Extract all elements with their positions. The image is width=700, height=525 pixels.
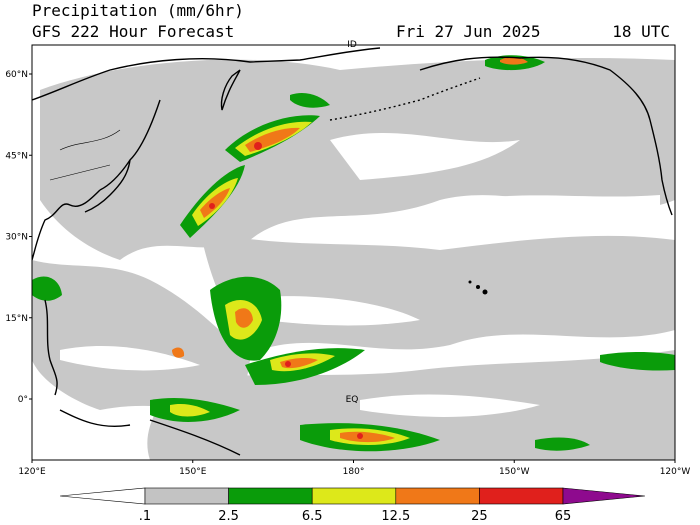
colorbar-label: 2.5 — [218, 509, 239, 524]
lat-label: 15°N — [5, 314, 28, 324]
borders — [49, 129, 121, 181]
lon-label: 180° — [343, 467, 365, 477]
date: Fri 27 Jun 2025 — [396, 22, 541, 41]
lon-label: 150°E — [179, 467, 207, 477]
colorbar: .1 2.5 6.5 12.5 25 65 — [59, 487, 646, 524]
lon-label: 120°E — [18, 467, 46, 477]
lon-label: 150°W — [499, 467, 530, 477]
title: Precipitation (mm/6hr) — [32, 1, 244, 20]
very-heavy-precip — [172, 57, 528, 443]
colorbar-label: .1 — [139, 509, 151, 524]
colorbar-label: 12.5 — [381, 509, 410, 524]
coastlines — [32, 47, 673, 456]
axes: 60°N 45°N 30°N 15°N 0° 120°E 150°E 180° 150°W 120… — [5, 70, 690, 477]
colorbar-segment — [144, 487, 229, 505]
colorbar-segment — [228, 487, 313, 505]
extreme-precip — [209, 142, 363, 439]
colorbar-segment — [395, 487, 480, 505]
lat-label: 0° — [18, 395, 28, 405]
lat-label: 30°N — [5, 233, 28, 243]
time: 18 UTC — [612, 22, 670, 41]
dateline-label: ID — [347, 40, 357, 50]
equator-label: EQ — [346, 395, 359, 405]
subtitle: GFS 222 Hour Forecast — [32, 22, 234, 41]
map-area — [32, 45, 675, 460]
colorbar-label: 25 — [471, 509, 488, 524]
colorbar-segment — [562, 487, 646, 505]
colorbar-segment — [479, 487, 564, 505]
colorbar-segment — [311, 487, 397, 505]
colorbar-label: 65 — [555, 509, 572, 524]
lat-label: 60°N — [5, 70, 28, 80]
colorbar-segment — [59, 487, 146, 505]
lat-label: 45°N — [5, 151, 28, 161]
lon-label: 120°W — [660, 467, 691, 477]
colorbar-label: 6.5 — [302, 509, 323, 524]
